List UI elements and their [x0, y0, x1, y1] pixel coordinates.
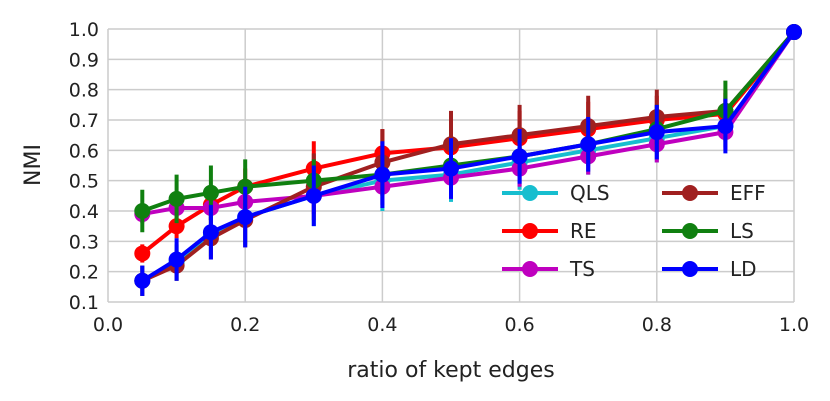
x-tick-label: 0.4 [367, 314, 397, 336]
series-ld [134, 24, 802, 296]
series-group [134, 24, 802, 296]
legend-marker [522, 261, 538, 277]
legend-marker [682, 223, 698, 239]
legend-label: QLS [570, 181, 610, 205]
legend-label: TS [569, 257, 595, 281]
y-tick-label: 0.6 [69, 140, 99, 162]
data-point [168, 218, 185, 235]
x-axis-label: ratio of kept edges [347, 358, 554, 383]
data-point [580, 136, 597, 153]
legend: QLS RE TS EFF LS LD [502, 181, 766, 281]
data-point [202, 224, 219, 241]
y-tick-label: 1.0 [69, 19, 99, 41]
data-point [237, 209, 254, 226]
legend-item-eff: EFF [662, 181, 766, 205]
legend-marker [522, 185, 538, 201]
data-point [374, 166, 391, 183]
data-point [717, 118, 734, 135]
x-tick-label: 1.0 [779, 314, 809, 336]
legend-item-ld: LD [662, 257, 757, 281]
legend-label: LS [730, 219, 754, 243]
legend-item-ls: LS [662, 219, 754, 243]
tick-labels: 0.0 0.2 0.4 0.6 0.8 1.0 0.1 0.2 0.3 0.4 0.5 0.6 0.7 0… [69, 19, 809, 336]
legend-marker [682, 185, 698, 201]
legend-item-re: RE [502, 219, 597, 243]
y-tick-label: 0.5 [69, 171, 99, 193]
data-point [134, 245, 151, 262]
y-tick-label: 0.4 [69, 201, 99, 223]
y-axis-label: NMI [21, 144, 46, 186]
legend-marker [682, 261, 698, 277]
legend-marker [522, 223, 538, 239]
data-point [511, 148, 528, 165]
legend-item-ts: TS [502, 257, 595, 281]
data-point [168, 190, 185, 207]
x-tick-label: 0.2 [230, 314, 260, 336]
x-tick-label: 0.6 [504, 314, 534, 336]
data-point [305, 187, 322, 204]
y-tick-label: 0.2 [69, 262, 99, 284]
legend-label: LD [730, 257, 757, 281]
data-point [168, 251, 185, 268]
x-tick-label: 0.0 [93, 314, 123, 336]
legend-label: RE [570, 219, 597, 243]
x-tick-label: 0.8 [642, 314, 672, 336]
data-point [202, 184, 219, 201]
data-point [134, 272, 151, 289]
legend-label: EFF [730, 181, 766, 205]
y-tick-label: 0.8 [69, 80, 99, 102]
data-point [786, 24, 802, 41]
legend-item-qls: QLS [502, 181, 610, 205]
data-point [648, 124, 665, 141]
data-point [443, 160, 459, 177]
data-point [134, 203, 151, 219]
y-tick-label: 0.7 [69, 110, 99, 132]
y-tick-label: 0.1 [69, 292, 99, 314]
y-tick-label: 0.9 [69, 49, 99, 71]
y-tick-label: 0.3 [69, 231, 99, 253]
